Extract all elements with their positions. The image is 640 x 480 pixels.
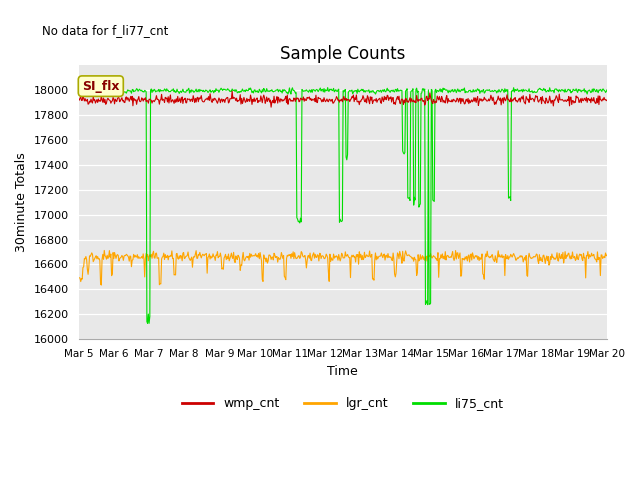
Y-axis label: 30minute Totals: 30minute Totals — [15, 152, 28, 252]
Text: SI_flx: SI_flx — [82, 80, 120, 93]
X-axis label: Time: Time — [328, 365, 358, 378]
Legend: wmp_cnt, lgr_cnt, li75_cnt: wmp_cnt, lgr_cnt, li75_cnt — [177, 392, 509, 415]
Title: Sample Counts: Sample Counts — [280, 46, 406, 63]
Text: No data for f_li77_cnt: No data for f_li77_cnt — [42, 24, 168, 37]
